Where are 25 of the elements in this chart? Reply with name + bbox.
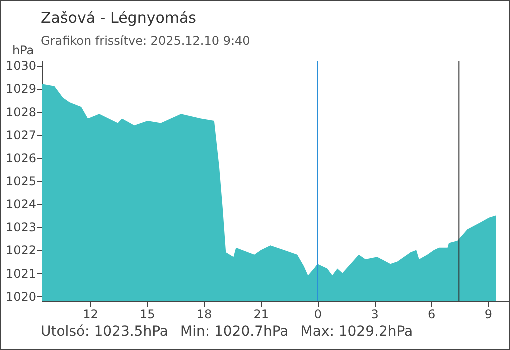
x-tick-label: 3	[371, 308, 379, 322]
text: Utolsó: 1023.5hPa	[41, 324, 168, 340]
y-axis-title: hPa	[12, 44, 34, 58]
y-tick-label: 1027	[6, 128, 36, 142]
chart-title: Zašová - Légnyomás	[41, 9, 197, 27]
x-tick-label: 15	[140, 308, 156, 322]
text: Max: 1029.2hPa	[300, 324, 414, 340]
y-tick-label: 1025	[6, 174, 36, 188]
y-tick-label: 1023	[6, 220, 36, 235]
y-tick-label: 1020	[6, 290, 36, 304]
x-tick-label: 12	[83, 308, 98, 322]
x-tick-label: 0	[314, 308, 322, 322]
x-tick-label: 21	[254, 308, 269, 322]
y-tick-label: 1029	[6, 82, 36, 96]
y-tick-label: 1022	[6, 244, 36, 258]
x-tick-label: 18	[196, 308, 212, 322]
y-tick-label: 1024	[6, 198, 36, 212]
chart-subtitle: Grafikon frissítve: 2025.12.10 9:40	[41, 34, 250, 48]
y-tick-label: 1028	[6, 105, 36, 120]
y-tick-label: 1026	[6, 151, 36, 166]
text: Min: 1020.7hPa	[180, 324, 289, 340]
y-tick-label: 1030	[6, 59, 36, 74]
y-tick-label: 1021	[6, 266, 36, 281]
x-tick-label: 9	[484, 308, 493, 322]
x-tick-label: 6	[428, 308, 436, 322]
